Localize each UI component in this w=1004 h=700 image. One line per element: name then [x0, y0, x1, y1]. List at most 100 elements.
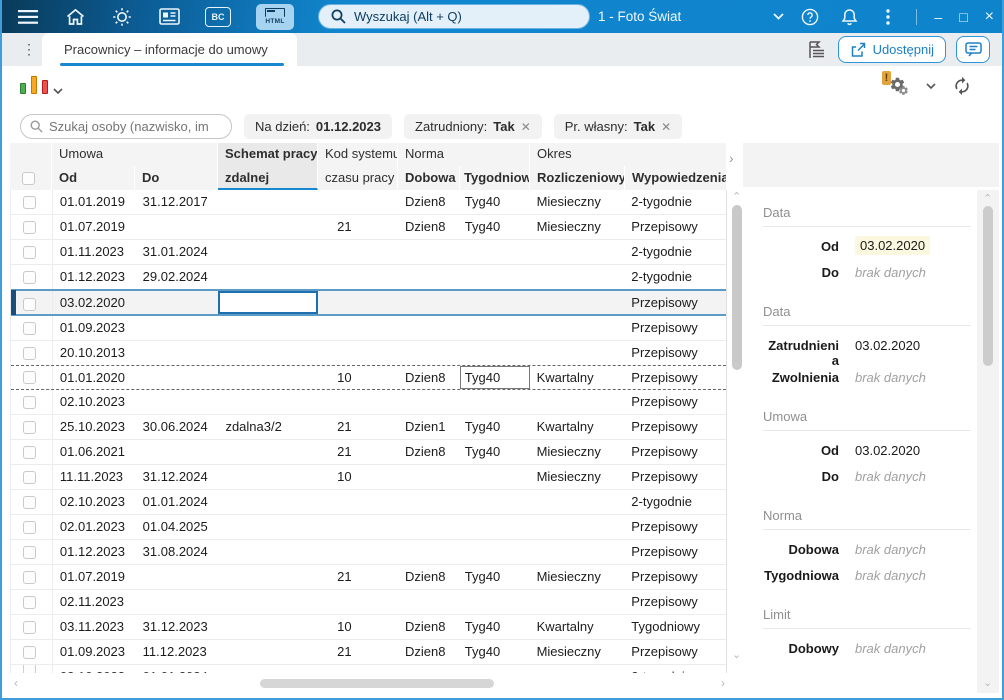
cell-schemat-pracy-zdalnej[interactable]: [218, 565, 318, 589]
cell-norma-tygodniowa[interactable]: [460, 316, 530, 340]
cell-norma-dobowa[interactable]: Dzien8: [404, 644, 446, 659]
cell-norma-dobowa[interactable]: [398, 341, 460, 365]
table-row[interactable]: 01.11.2023 31.01.2024 2-tygodnie: [11, 240, 726, 265]
bell-icon[interactable]: [838, 6, 860, 28]
cell-norma-dobowa[interactable]: Dzien8: [404, 444, 446, 459]
panel-field-value[interactable]: brak danych: [855, 542, 926, 557]
cell-norma-tygodniowa[interactable]: [460, 665, 530, 673]
cell-okres-wypowiedzenia[interactable]: 2-tygodnie: [631, 244, 693, 259]
panel-field-value[interactable]: brak danych: [855, 568, 926, 583]
cell-kod-systemu[interactable]: [318, 390, 398, 414]
cell-okres-rozliczeniowy[interactable]: [530, 341, 625, 365]
person-search-input[interactable]: [49, 119, 209, 134]
cell-okres-rozliczeniowy[interactable]: [530, 490, 625, 514]
cell-okres-rozliczeniowy[interactable]: Miesieczny: [536, 194, 601, 209]
row-checkbox[interactable]: [23, 665, 36, 673]
help-icon[interactable]: [799, 6, 821, 28]
cell-schemat-pracy-zdalnej[interactable]: [218, 390, 318, 414]
cell-kod-systemu[interactable]: [318, 291, 398, 314]
select-all-checkbox[interactable]: [22, 172, 35, 185]
header-od[interactable]: Od: [52, 166, 135, 190]
cell-okres-rozliczeniowy[interactable]: Miesieczny: [536, 469, 601, 484]
cell-okres-wypowiedzenia[interactable]: Przepisowy: [631, 594, 698, 609]
cell-okres-wypowiedzenia[interactable]: Przepisowy: [631, 295, 698, 310]
analysis-chart-icon[interactable]: [20, 76, 63, 94]
cell-do[interactable]: [136, 390, 219, 414]
row-checkbox[interactable]: [23, 545, 36, 559]
row-checkbox[interactable]: [23, 371, 36, 384]
header-dobowa[interactable]: Dobowa: [398, 166, 460, 190]
cell-do[interactable]: [136, 291, 219, 314]
cell-od[interactable]: 20.10.2013: [59, 345, 125, 360]
cell-schemat-pracy-zdalnej[interactable]: [218, 540, 318, 564]
cell-okres-rozliczeniowy[interactable]: Miesieczny: [536, 644, 601, 659]
close-icon[interactable]: ✕: [661, 119, 672, 134]
cell-kod-systemu[interactable]: 21: [337, 219, 352, 234]
cell-do[interactable]: [136, 440, 219, 464]
share-button[interactable]: Udostępnij: [837, 36, 946, 63]
cell-schemat-pracy-zdalnej[interactable]: [218, 640, 318, 664]
cell-schemat-pracy-zdalnej[interactable]: [218, 615, 318, 639]
table-row[interactable]: 01.01.2019 31.12.2017 Dzien8 Tyg40 Miesi…: [11, 190, 726, 215]
cell-kod-systemu[interactable]: [318, 490, 398, 514]
cell-norma-dobowa[interactable]: [398, 465, 460, 489]
row-checkbox[interactable]: [23, 570, 36, 584]
cell-norma-dobowa[interactable]: Dzien8: [404, 619, 446, 634]
row-checkbox[interactable]: [23, 346, 36, 360]
news-icon[interactable]: [158, 6, 180, 28]
row-checkbox[interactable]: [23, 445, 36, 459]
cell-schemat-pracy-zdalnej[interactable]: [218, 265, 318, 289]
cell-norma-tygodniowa[interactable]: [460, 291, 530, 314]
cell-od[interactable]: 02.10.2023: [59, 494, 125, 509]
filter-chip-zatrudniony[interactable]: Zatrudniony: Tak ✕: [404, 114, 542, 139]
cell-norma-tygodniowa[interactable]: [460, 390, 530, 414]
header-wypowiedzenia[interactable]: Wypowiedzenia: [625, 166, 727, 190]
cell-norma-dobowa[interactable]: Dzien8: [404, 569, 446, 584]
cell-norma-dobowa[interactable]: [398, 665, 460, 673]
cell-okres-wypowiedzenia[interactable]: Przepisowy: [631, 519, 698, 534]
home-icon[interactable]: [64, 6, 86, 28]
cell-od[interactable]: 01.07.2019: [59, 219, 125, 234]
cell-okres-rozliczeniowy[interactable]: Miesieczny: [536, 444, 601, 459]
cell-kod-systemu[interactable]: [318, 540, 398, 564]
cell-okres-rozliczeniowy[interactable]: [530, 590, 625, 614]
cell-schemat-pracy-zdalnej[interactable]: [218, 465, 318, 489]
cell-norma-dobowa[interactable]: [398, 240, 460, 264]
header-group-umowa[interactable]: Umowa: [52, 143, 218, 166]
table-row[interactable]: 01.07.2019 21 Dzien8 Tyg40 Miesieczny Pr…: [11, 565, 726, 590]
table-row[interactable]: 02.01.2023 01.04.2025 Przepisowy: [11, 515, 726, 540]
cell-kod-systemu[interactable]: [318, 265, 398, 289]
cell-schemat-pracy-zdalnej[interactable]: [218, 490, 318, 514]
cell-okres-rozliczeniowy[interactable]: [530, 265, 625, 289]
cell-okres-rozliczeniowy[interactable]: Miesieczny: [536, 219, 601, 234]
cell-norma-tygodniowa[interactable]: Tyg40: [464, 444, 501, 459]
cell-okres-rozliczeniowy[interactable]: [530, 390, 625, 414]
header-rozliczeniowy[interactable]: Rozliczeniowy: [530, 166, 625, 190]
cell-norma-dobowa[interactable]: [398, 265, 460, 289]
cell-okres-rozliczeniowy[interactable]: [530, 665, 625, 673]
person-search-field[interactable]: [20, 114, 232, 139]
cell-okres-wypowiedzenia[interactable]: Przepisowy: [631, 569, 698, 584]
panel-field-value[interactable]: brak danych: [855, 370, 926, 385]
cell-norma-tygodniowa[interactable]: [460, 515, 530, 539]
gear-alert-icon[interactable]: !: [882, 71, 910, 98]
cell-kod-systemu[interactable]: [318, 665, 398, 673]
header-zdalnej[interactable]: zdalnej: [218, 166, 318, 190]
header-group-norma[interactable]: Norma: [398, 143, 530, 166]
cell-okres-rozliczeniowy[interactable]: Kwartalny: [536, 370, 594, 385]
cell-okres-rozliczeniowy[interactable]: [530, 540, 625, 564]
table-row[interactable]: 01.12.2023 29.02.2024 2-tygodnie: [11, 265, 726, 290]
cell-schemat-pracy-zdalnej[interactable]: [218, 240, 318, 264]
table-vertical-scrollbar[interactable]: ⌃ ⌄: [730, 190, 744, 673]
cell-norma-dobowa[interactable]: [398, 515, 460, 539]
cell-norma-dobowa[interactable]: [398, 316, 460, 340]
cell-schemat-pracy-zdalnej[interactable]: [218, 190, 318, 214]
cell-do[interactable]: 31.12.2024: [142, 469, 208, 484]
cell-do[interactable]: 31.08.2024: [142, 544, 208, 559]
cell-schemat-pracy-zdalnej[interactable]: [218, 215, 318, 239]
cell-schemat-pracy-zdalnej[interactable]: [218, 665, 318, 673]
cell-schemat-pracy-zdalnej[interactable]: [218, 440, 318, 464]
row-checkbox[interactable]: [23, 395, 36, 409]
cell-do[interactable]: 31.12.2017: [142, 194, 208, 209]
header-group-schemat[interactable]: Schemat pracy: [218, 143, 318, 166]
